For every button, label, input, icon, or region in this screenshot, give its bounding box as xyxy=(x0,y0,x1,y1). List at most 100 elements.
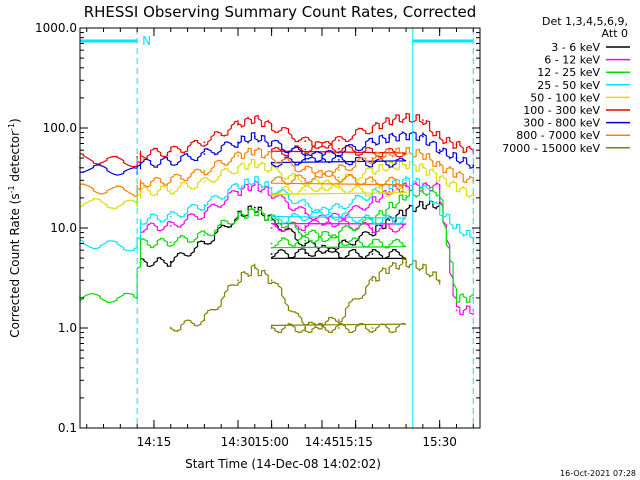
y-axis-label-main: Corrected Count Rate (s xyxy=(8,193,22,337)
series-point xyxy=(270,155,273,158)
series-point xyxy=(304,148,307,151)
series-line xyxy=(79,112,474,168)
series-point xyxy=(169,241,172,244)
series-line xyxy=(79,158,474,210)
series-point xyxy=(388,206,391,209)
series-point xyxy=(371,127,374,129)
series-point xyxy=(304,153,307,155)
series-point xyxy=(371,141,374,144)
series-point xyxy=(203,153,206,155)
series-line xyxy=(79,146,474,197)
series-point xyxy=(438,164,441,167)
series-point xyxy=(455,185,458,188)
series-point xyxy=(405,185,407,188)
series-point xyxy=(304,224,307,227)
series-point xyxy=(337,139,340,142)
series-point xyxy=(337,222,340,225)
series-point xyxy=(438,185,441,188)
x-tick-label: 14:15 xyxy=(137,435,172,449)
series-point xyxy=(304,169,307,171)
series-point xyxy=(337,215,340,218)
series-point xyxy=(169,260,172,263)
night-flag-label: N xyxy=(142,34,151,48)
series-point xyxy=(388,219,391,221)
legend-label: 25 - 50 keV xyxy=(537,79,600,92)
footer-date: 16-Oct-2021 07:28 xyxy=(560,469,636,478)
series-point xyxy=(253,135,256,138)
series-point xyxy=(405,116,407,119)
series-point xyxy=(455,143,458,146)
series-point xyxy=(421,266,424,269)
series-point xyxy=(337,187,340,190)
series-point xyxy=(169,179,172,182)
series-point xyxy=(237,279,239,282)
y-tick-label: 10.0 xyxy=(50,221,77,235)
series-point xyxy=(253,179,256,182)
series-point xyxy=(237,215,239,218)
series-point xyxy=(253,209,256,212)
y-axis-label-mid: detector xyxy=(8,131,22,186)
series-point xyxy=(421,166,424,169)
series-point xyxy=(371,219,374,221)
series-point xyxy=(421,182,424,185)
series-point xyxy=(371,157,374,160)
series-point xyxy=(270,219,273,221)
legend-label: 100 - 300 keV xyxy=(523,104,600,117)
y-tick-label: 1.0 xyxy=(58,321,77,335)
series-point xyxy=(438,176,441,179)
x-tick-label: 15:00 xyxy=(254,435,289,449)
series-point xyxy=(139,190,142,193)
series-point xyxy=(371,242,374,245)
series-point xyxy=(371,327,374,329)
series-point xyxy=(455,172,458,175)
series-point xyxy=(472,164,475,167)
series-point xyxy=(438,209,441,212)
y-tick-label: 100.0 xyxy=(43,121,77,135)
series-point xyxy=(421,119,424,121)
series-point xyxy=(169,215,172,218)
series-point xyxy=(337,231,340,234)
series-point xyxy=(253,161,256,164)
series-line xyxy=(79,131,474,176)
series-point xyxy=(337,147,340,150)
series-point xyxy=(169,189,172,191)
series-point xyxy=(304,212,307,215)
series-point xyxy=(455,296,458,299)
series-point xyxy=(270,124,273,127)
series-point xyxy=(438,136,441,139)
series-point xyxy=(270,169,273,171)
legend-label: 12 - 25 keV xyxy=(537,66,600,79)
series-point xyxy=(169,160,172,163)
series-point xyxy=(136,245,139,248)
series-point xyxy=(270,279,273,282)
series-point xyxy=(455,309,458,312)
series-point xyxy=(472,194,475,197)
legend-header-line-2: Att 0 xyxy=(602,27,628,40)
legend-label: 6 - 12 keV xyxy=(544,54,600,67)
series-point xyxy=(169,224,172,227)
y-tick-label: 1000.0 xyxy=(35,21,77,35)
series-point xyxy=(270,180,273,183)
series-point xyxy=(405,179,407,182)
series-line xyxy=(170,258,441,334)
series-point xyxy=(270,142,273,145)
series-point xyxy=(237,166,239,169)
series-point xyxy=(237,185,239,188)
series-point xyxy=(371,201,374,204)
series-point xyxy=(337,327,340,329)
series-point xyxy=(421,135,424,138)
series-point xyxy=(253,149,256,152)
legend-label: 800 - 7000 keV xyxy=(516,129,600,142)
series-point xyxy=(371,253,374,255)
series-point xyxy=(270,327,273,329)
y-axis-label-sup2: -1 xyxy=(7,123,16,131)
x-axis-label: Start Time (14-Dec-08 14:02:02) xyxy=(185,457,381,471)
series-point xyxy=(203,242,206,245)
series-point xyxy=(139,153,142,155)
series-point xyxy=(270,227,273,229)
series-point xyxy=(337,319,340,321)
series-point xyxy=(337,176,340,179)
series-point xyxy=(371,227,374,229)
series-line xyxy=(79,186,474,304)
